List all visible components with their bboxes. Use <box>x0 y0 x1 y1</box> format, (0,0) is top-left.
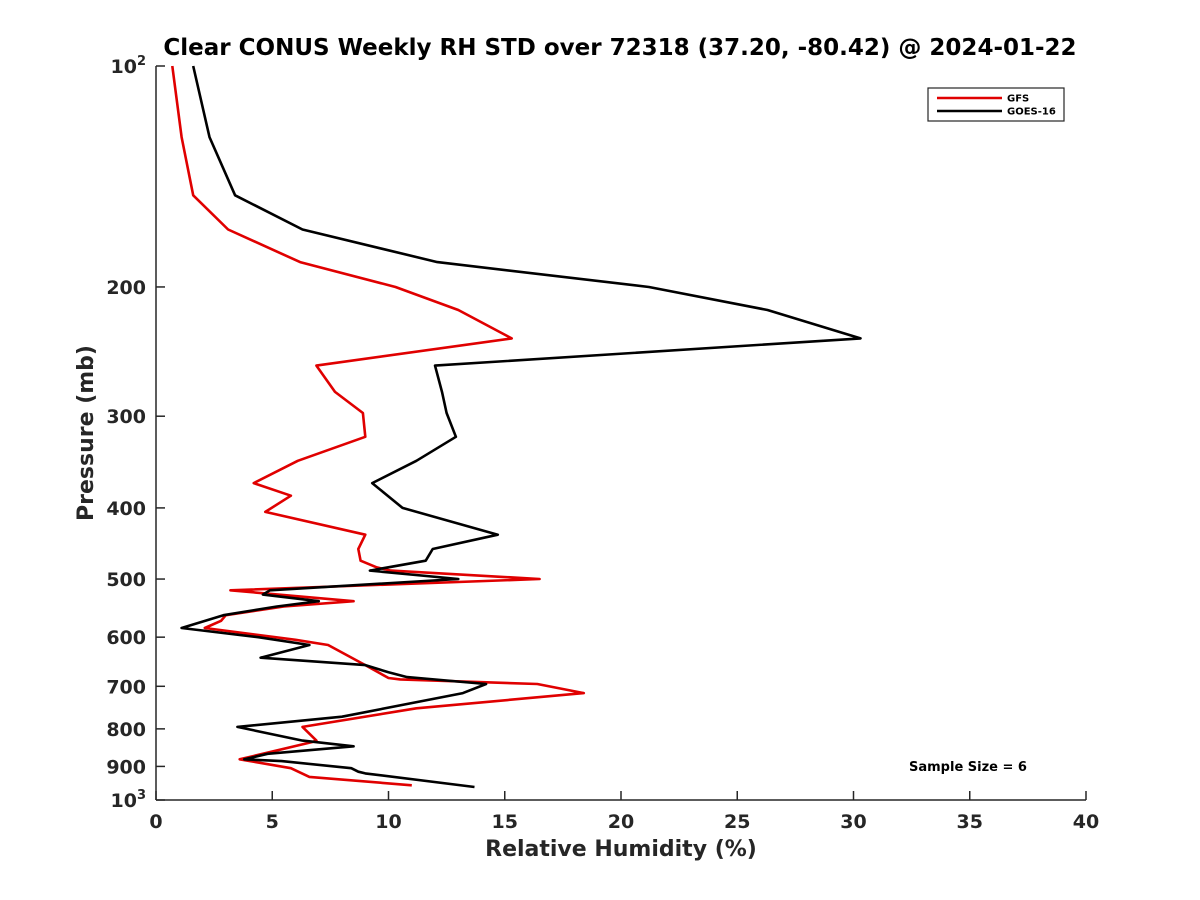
series-line-gfs <box>171 65 586 787</box>
x-tick-label: 10 <box>375 811 401 833</box>
legend-box <box>927 87 1065 122</box>
x-tick-label: 20 <box>608 811 634 833</box>
legend-label-goes-16: GOES-16 <box>1007 107 1056 118</box>
y-tick-label: 600 <box>106 627 146 649</box>
x-ticks: 0 5 10 15 20 25 30 35 40 <box>149 791 1099 833</box>
y-tick-label: 200 <box>106 277 146 299</box>
series-line-goes-16 <box>180 65 862 789</box>
x-tick-label: 0 <box>149 811 162 833</box>
y-tick-label: 102 <box>111 54 147 78</box>
y-tick-label: 900 <box>106 756 146 778</box>
x-axis-label: Relative Humidity (%) <box>485 837 757 862</box>
sample-size-annotation: Sample Size = 6 <box>909 760 1027 775</box>
y-tick-label: 500 <box>106 569 146 591</box>
x-tick-label: 30 <box>840 811 866 833</box>
y-axis-label: Pressure (mb) <box>74 345 99 521</box>
x-tick-label: 5 <box>266 811 279 833</box>
series-layer <box>171 65 862 789</box>
x-tick-label: 35 <box>957 811 983 833</box>
legend-label-gfs: GFS <box>1007 94 1029 105</box>
y-ticks: 102 200 300 400 500 600 700 800 900 103 <box>106 54 165 812</box>
x-tick-label: 40 <box>1073 811 1099 833</box>
y-tick-label: 300 <box>106 406 146 428</box>
y-tick-label: 800 <box>106 719 146 741</box>
y-tick-label: 400 <box>106 498 146 520</box>
y-tick-label: 700 <box>106 676 146 698</box>
y-tick-label: 103 <box>111 788 147 812</box>
x-tick-label: 25 <box>724 811 750 833</box>
legend: GFS GOES-16 <box>927 87 1065 122</box>
x-tick-label: 15 <box>492 811 518 833</box>
chart-title: Clear CONUS Weekly RH STD over 72318 (37… <box>163 35 1076 61</box>
